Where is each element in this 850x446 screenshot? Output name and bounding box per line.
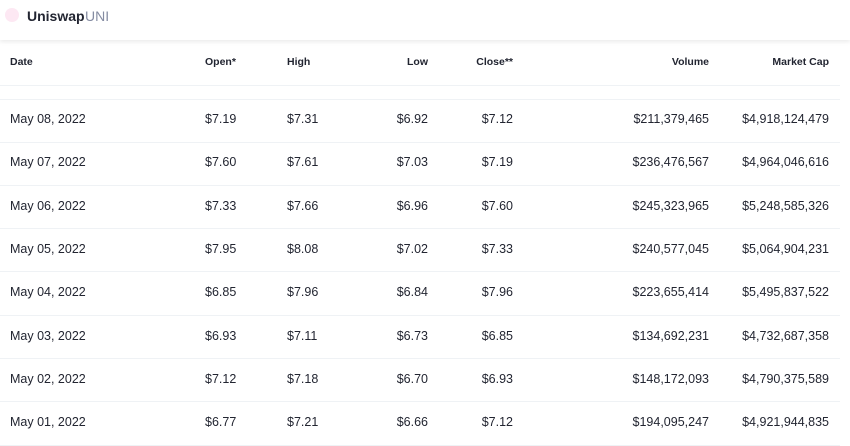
row-divider xyxy=(0,401,840,403)
value-cell: $7.96 xyxy=(287,285,319,300)
date-cell: May 06, 2022 xyxy=(10,198,86,213)
value-cell: $5,495,837,522 xyxy=(742,285,829,300)
value-cell: $6.70 xyxy=(396,371,428,386)
value-cell: $7.96 xyxy=(481,285,513,300)
value-cell: $7.19 xyxy=(205,112,237,126)
value-cell: $211,379,465 xyxy=(633,112,709,126)
value-cell: $134,692,231 xyxy=(632,328,709,343)
value-cell: $6.93 xyxy=(481,371,513,386)
row-divider xyxy=(0,141,840,143)
value-cell: $4,732,687,358 xyxy=(742,328,829,343)
value-cell: $245,323,965 xyxy=(632,198,709,213)
logo xyxy=(5,8,19,22)
divider xyxy=(0,85,840,86)
value-cell: $236,476,567 xyxy=(632,155,709,170)
value-cell: $5,248,585,326 xyxy=(742,198,829,213)
value-cell: $4,964,046,616 xyxy=(742,155,829,170)
column-header: Low xyxy=(407,56,428,68)
value-cell: $4,921,944,835 xyxy=(742,415,829,430)
value-cell: $7.60 xyxy=(205,155,237,170)
row-divider xyxy=(0,314,840,316)
top-bar: Uniswap UNI xyxy=(0,0,850,40)
value-cell: $7.33 xyxy=(481,241,513,256)
coin-name: Uniswap xyxy=(27,8,85,24)
row-divider xyxy=(0,184,840,186)
value-cell: $6.96 xyxy=(396,198,428,213)
value-cell: $4,918,124,479 xyxy=(742,112,829,126)
value-cell: $6.66 xyxy=(396,415,428,430)
column-header: Open* xyxy=(205,56,236,68)
value-cell: $6.73 xyxy=(396,328,428,343)
value-cell: $148,172,093 xyxy=(632,371,709,386)
value-cell: $6.84 xyxy=(396,285,428,300)
row-divider xyxy=(0,228,840,230)
date-cell: May 03, 2022 xyxy=(10,328,86,343)
value-cell: $223,655,414 xyxy=(632,285,709,300)
value-cell: $4,790,375,589 xyxy=(742,371,829,386)
date-cell: May 04, 2022 xyxy=(10,285,86,300)
date-cell: May 07, 2022 xyxy=(10,155,86,170)
value-cell: $7.12 xyxy=(481,112,513,126)
value-cell: $6.85 xyxy=(205,285,237,300)
value-cell: $7.60 xyxy=(481,198,513,213)
column-header: Date xyxy=(10,56,33,68)
date-cell: May 01, 2022 xyxy=(10,415,86,430)
value-cell: $7.61 xyxy=(287,155,319,170)
date-cell: May 05, 2022 xyxy=(10,241,86,256)
value-cell: $240,577,045 xyxy=(632,241,709,256)
value-cell: $7.12 xyxy=(205,371,237,386)
value-cell: $7.03 xyxy=(396,155,428,170)
value-cell: $6.85 xyxy=(481,328,513,343)
value-cell: $6.77 xyxy=(205,415,237,430)
value-cell: $7.21 xyxy=(287,415,319,430)
value-cell: $5,064,904,231 xyxy=(742,241,829,256)
row-divider xyxy=(0,271,840,273)
value-cell: $7.18 xyxy=(287,371,319,386)
value-cell: $6.93 xyxy=(205,328,237,343)
column-header: Market Cap xyxy=(772,56,829,68)
value-cell: $7.33 xyxy=(205,198,237,213)
date-cell: May 08, 2022 xyxy=(10,112,86,126)
value-cell: $7.19 xyxy=(481,155,513,170)
value-cell: $7.11 xyxy=(287,328,318,343)
value-cell: $7.02 xyxy=(396,241,428,256)
column-header: Volume xyxy=(671,56,709,68)
value-cell: $7.31 xyxy=(287,112,319,126)
value-cell: $7.12 xyxy=(481,415,513,430)
value-cell: $7.95 xyxy=(205,241,237,256)
column-header: Close** xyxy=(476,56,513,68)
row-divider xyxy=(0,444,840,446)
row-divider xyxy=(0,358,840,359)
column-header: High xyxy=(287,56,311,68)
value-cell: $7.66 xyxy=(287,198,319,213)
value-cell: $6.92 xyxy=(396,112,428,126)
value-cell: $8.08 xyxy=(287,241,319,256)
divider xyxy=(0,99,840,100)
coin-symbol: UNI xyxy=(85,8,110,24)
date-cell: May 02, 2022 xyxy=(10,371,86,386)
value-cell: $194,095,247 xyxy=(632,415,709,430)
